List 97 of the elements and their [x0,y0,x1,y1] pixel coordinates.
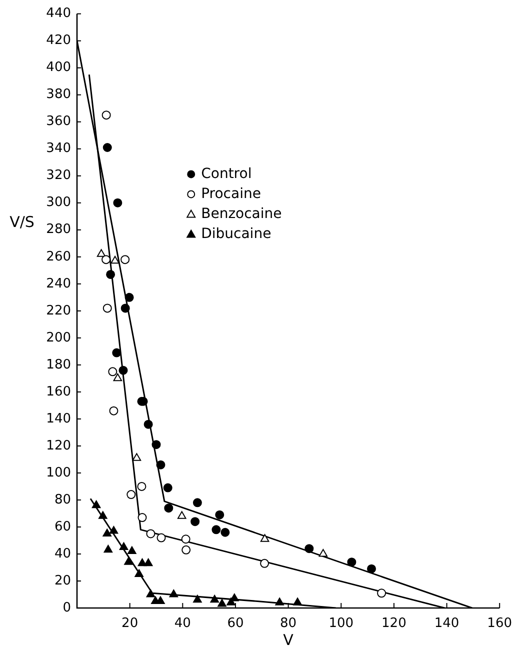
point [220,528,230,537]
point [260,534,270,542]
point [128,546,136,554]
x-tick-label: 80 [280,616,297,632]
x-tick-label: 140 [434,616,460,632]
y-tick-label: 380 [46,87,71,102]
point [260,558,270,568]
x-tick-label: 20 [122,616,138,632]
point [293,598,302,606]
point [124,557,133,565]
point [120,255,130,264]
point [182,545,191,554]
point [102,142,112,152]
y-tick-label: 420 [46,33,71,48]
point [137,482,146,491]
y-tick-label: 300 [46,195,71,210]
point [134,569,144,577]
point [104,544,113,553]
point [108,367,118,376]
point [366,564,376,574]
point [169,589,178,598]
x-tick-label: 60 [227,616,244,632]
point [156,533,166,542]
point [106,270,116,279]
y-tick-label: 100 [46,465,71,480]
point [118,366,128,375]
y-axis-title: V/S [10,213,34,232]
point [181,534,190,544]
point [112,348,122,358]
point [102,255,111,264]
point [192,498,202,508]
point [215,510,224,520]
point [126,490,136,500]
x-tick-label: 40 [174,616,191,632]
x-tick-label: 100 [328,616,354,632]
y-tick-label: 160 [46,384,71,400]
y-tick-label: 200 [46,330,71,346]
point [144,558,153,566]
x-tick-label: 120 [382,616,406,632]
y-tick-label: 120 [46,438,71,454]
point [212,525,221,534]
point [226,598,236,606]
point [109,406,118,416]
y-tick-label: 280 [46,222,71,238]
point [146,529,156,538]
x-axis-title: V [283,630,294,649]
point [318,548,328,557]
y-tick-label: 140 [46,411,71,426]
x-tick-label: 160 [487,616,512,632]
y-tick-label: 320 [46,168,71,184]
point [163,483,172,492]
y-tick-label: 240 [46,276,71,292]
legend-label: Benzocaine [201,206,282,222]
point [218,598,226,607]
point [347,558,356,567]
point [120,304,130,313]
point [275,598,284,606]
point [124,292,134,302]
y-tick-label: 340 [46,141,71,156]
point [110,256,120,264]
point [193,594,202,603]
y-tick-label: 400 [46,60,71,76]
point [119,542,128,550]
y-tick-label: 0 [62,600,71,616]
point [177,511,186,519]
point [102,528,112,536]
point [156,460,166,470]
point [152,440,161,450]
legend-label: Dibucaine [201,226,272,242]
y-tick-label: 440 [46,6,71,22]
point [164,504,174,513]
point [138,513,147,522]
point [113,373,122,382]
point [377,588,386,598]
point [132,453,142,461]
y-tick-label: 80 [54,492,71,508]
y-tick-label: 260 [46,249,71,264]
y-tick-label: 20 [54,573,71,588]
y-tick-label: 60 [54,519,71,534]
point [113,198,122,208]
y-tick-label: 360 [46,114,71,130]
point [102,110,111,120]
y-tick-label: 40 [54,546,71,562]
legend-label: Procaine [201,186,261,202]
point [102,304,112,313]
point [98,511,108,519]
point [304,544,314,554]
y-tick-label: 220 [46,303,71,318]
legend-label: Control [201,166,252,182]
point [146,589,156,598]
y-tick-label: 180 [46,357,71,372]
point [144,420,153,429]
point [96,249,106,257]
point [92,500,101,508]
point [210,594,220,603]
point [190,517,200,526]
point [109,526,118,534]
